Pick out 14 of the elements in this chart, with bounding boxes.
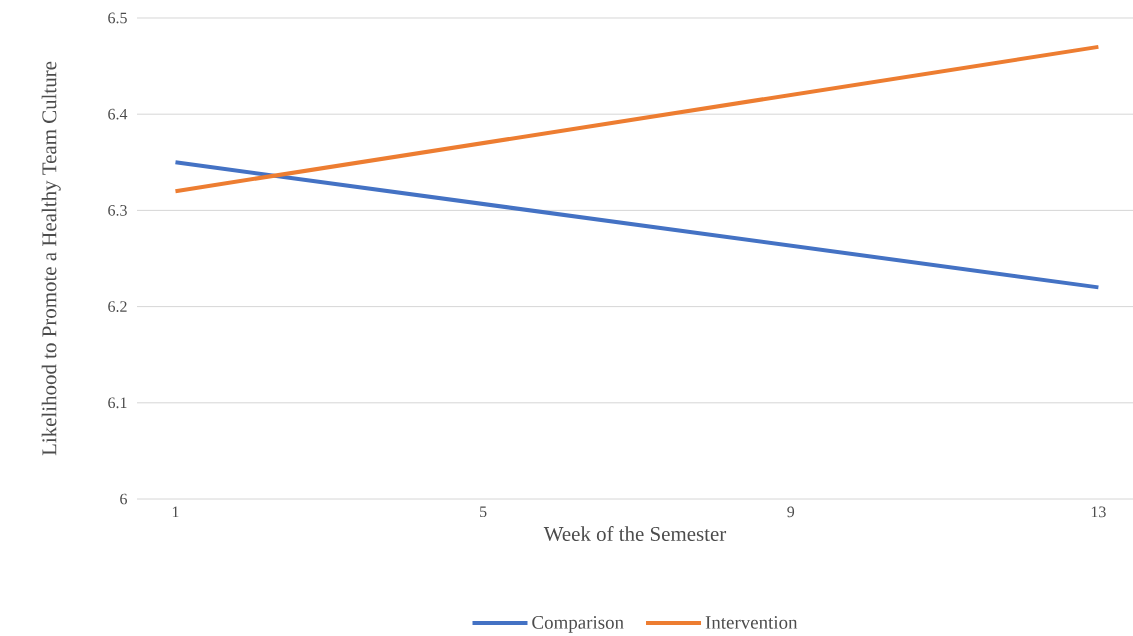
y-tick-label: 6.4 — [108, 108, 128, 120]
x-axis-title: Week of the Semester — [543, 526, 727, 542]
y-tick-label: 6 — [120, 493, 128, 505]
y-tick-label: 6.1 — [108, 397, 127, 409]
x-tick-label: 9 — [787, 506, 795, 518]
legend-label: Intervention — [705, 616, 798, 629]
y-tick-label: 6.5 — [108, 12, 127, 24]
y-tick-label: 6.3 — [108, 205, 127, 216]
x-tick-label: 13 — [1091, 506, 1106, 518]
x-tick-label: 5 — [480, 506, 487, 518]
y-tick-label: 6.2 — [108, 301, 127, 312]
legend-label: Comparison — [532, 616, 624, 633]
x-tick-label: 1 — [172, 506, 179, 518]
y-axis-title: Likelihood to Promote a Healthy Team Culture — [41, 61, 61, 456]
